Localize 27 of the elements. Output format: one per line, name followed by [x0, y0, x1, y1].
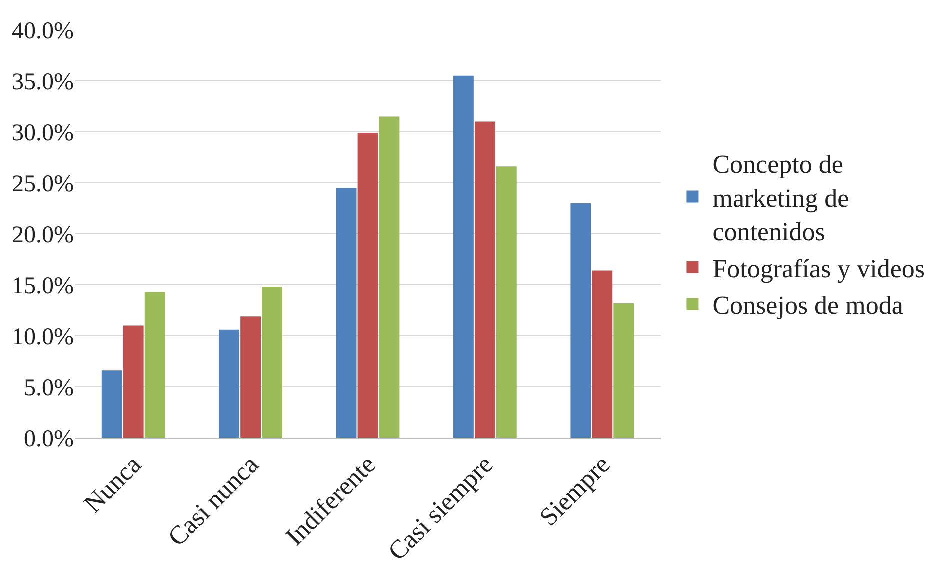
bar [570, 203, 592, 438]
bar [379, 116, 400, 438]
bar [240, 316, 262, 438]
y-tick-label: 35.0% [12, 69, 74, 96]
legend-label: Consejos de moda [712, 291, 904, 320]
bar [219, 330, 240, 438]
legend-label: Concepto de marketing de contenidos [712, 150, 850, 247]
y-tick-label: 0.0% [24, 426, 74, 452]
bar [262, 287, 282, 438]
bar [474, 122, 496, 438]
bar [123, 326, 144, 438]
y-tick-label: 30.0% [12, 120, 74, 146]
y-tick-label: 25.0% [12, 171, 74, 198]
bar [102, 370, 122, 438]
legend-label: Fotografías y videos [712, 254, 926, 284]
y-tick-label: 15.0% [12, 273, 74, 300]
bar [592, 270, 613, 438]
bar [614, 303, 634, 438]
bar [496, 166, 517, 438]
bar [336, 188, 357, 438]
bar [144, 292, 166, 438]
y-tick-label: 20.0% [12, 222, 74, 248]
bar [454, 76, 474, 438]
y-tick-label: 10.0% [12, 324, 74, 350]
y-tick-label: 40.0% [12, 18, 74, 44]
y-tick-label: 5.0% [24, 375, 74, 402]
bar [358, 133, 378, 438]
